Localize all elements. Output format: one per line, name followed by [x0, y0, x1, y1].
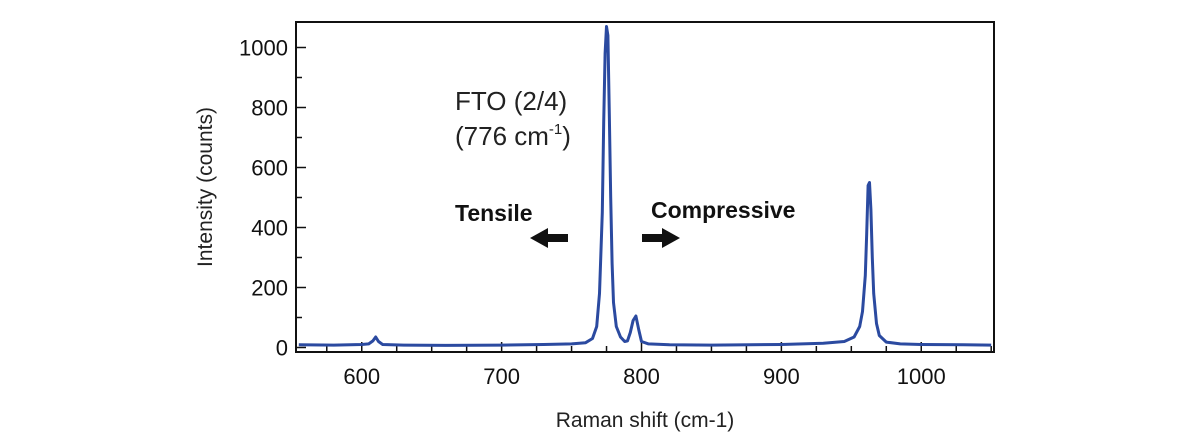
peak-label-superscript: -1 — [549, 121, 562, 138]
y-tick-label: 0 — [276, 336, 288, 361]
plot-frame — [295, 21, 995, 353]
y-axis-ticks — [296, 46, 306, 349]
x-tick-label: 600 — [343, 364, 380, 389]
arrow-right-icon — [642, 228, 680, 248]
raman-spectrum-line — [298, 25, 992, 347]
peak-label-close-paren: ) — [562, 121, 571, 151]
y-axis-title: Intensity (counts) — [194, 107, 217, 267]
y-tick-label: 800 — [251, 96, 288, 121]
arrow-left-icon — [530, 228, 568, 248]
x-tick-label: 900 — [763, 364, 800, 389]
y-tick-label: 400 — [251, 216, 288, 241]
y-axis-tick-labels: 0 200 400 600 800 1000 — [239, 36, 288, 361]
x-axis-title: Raman shift (cm-1) — [556, 409, 735, 432]
y-tick-label: 200 — [251, 276, 288, 301]
peak-label-wavenumber: (776 cm — [455, 121, 549, 151]
x-tick-label: 800 — [623, 364, 660, 389]
x-tick-label: 700 — [483, 364, 520, 389]
peak-label-line2: (776 cm-1) — [455, 121, 571, 151]
y-tick-label: 600 — [251, 156, 288, 181]
x-axis-tick-labels: 600 700 800 900 1000 — [343, 364, 945, 389]
tensile-label: Tensile — [455, 200, 533, 226]
peak-label-line1: FTO (2/4) — [455, 86, 567, 116]
y-tick-label: 1000 — [239, 36, 288, 61]
compressive-label: Compressive — [651, 197, 795, 223]
x-tick-label: 1000 — [897, 364, 946, 389]
